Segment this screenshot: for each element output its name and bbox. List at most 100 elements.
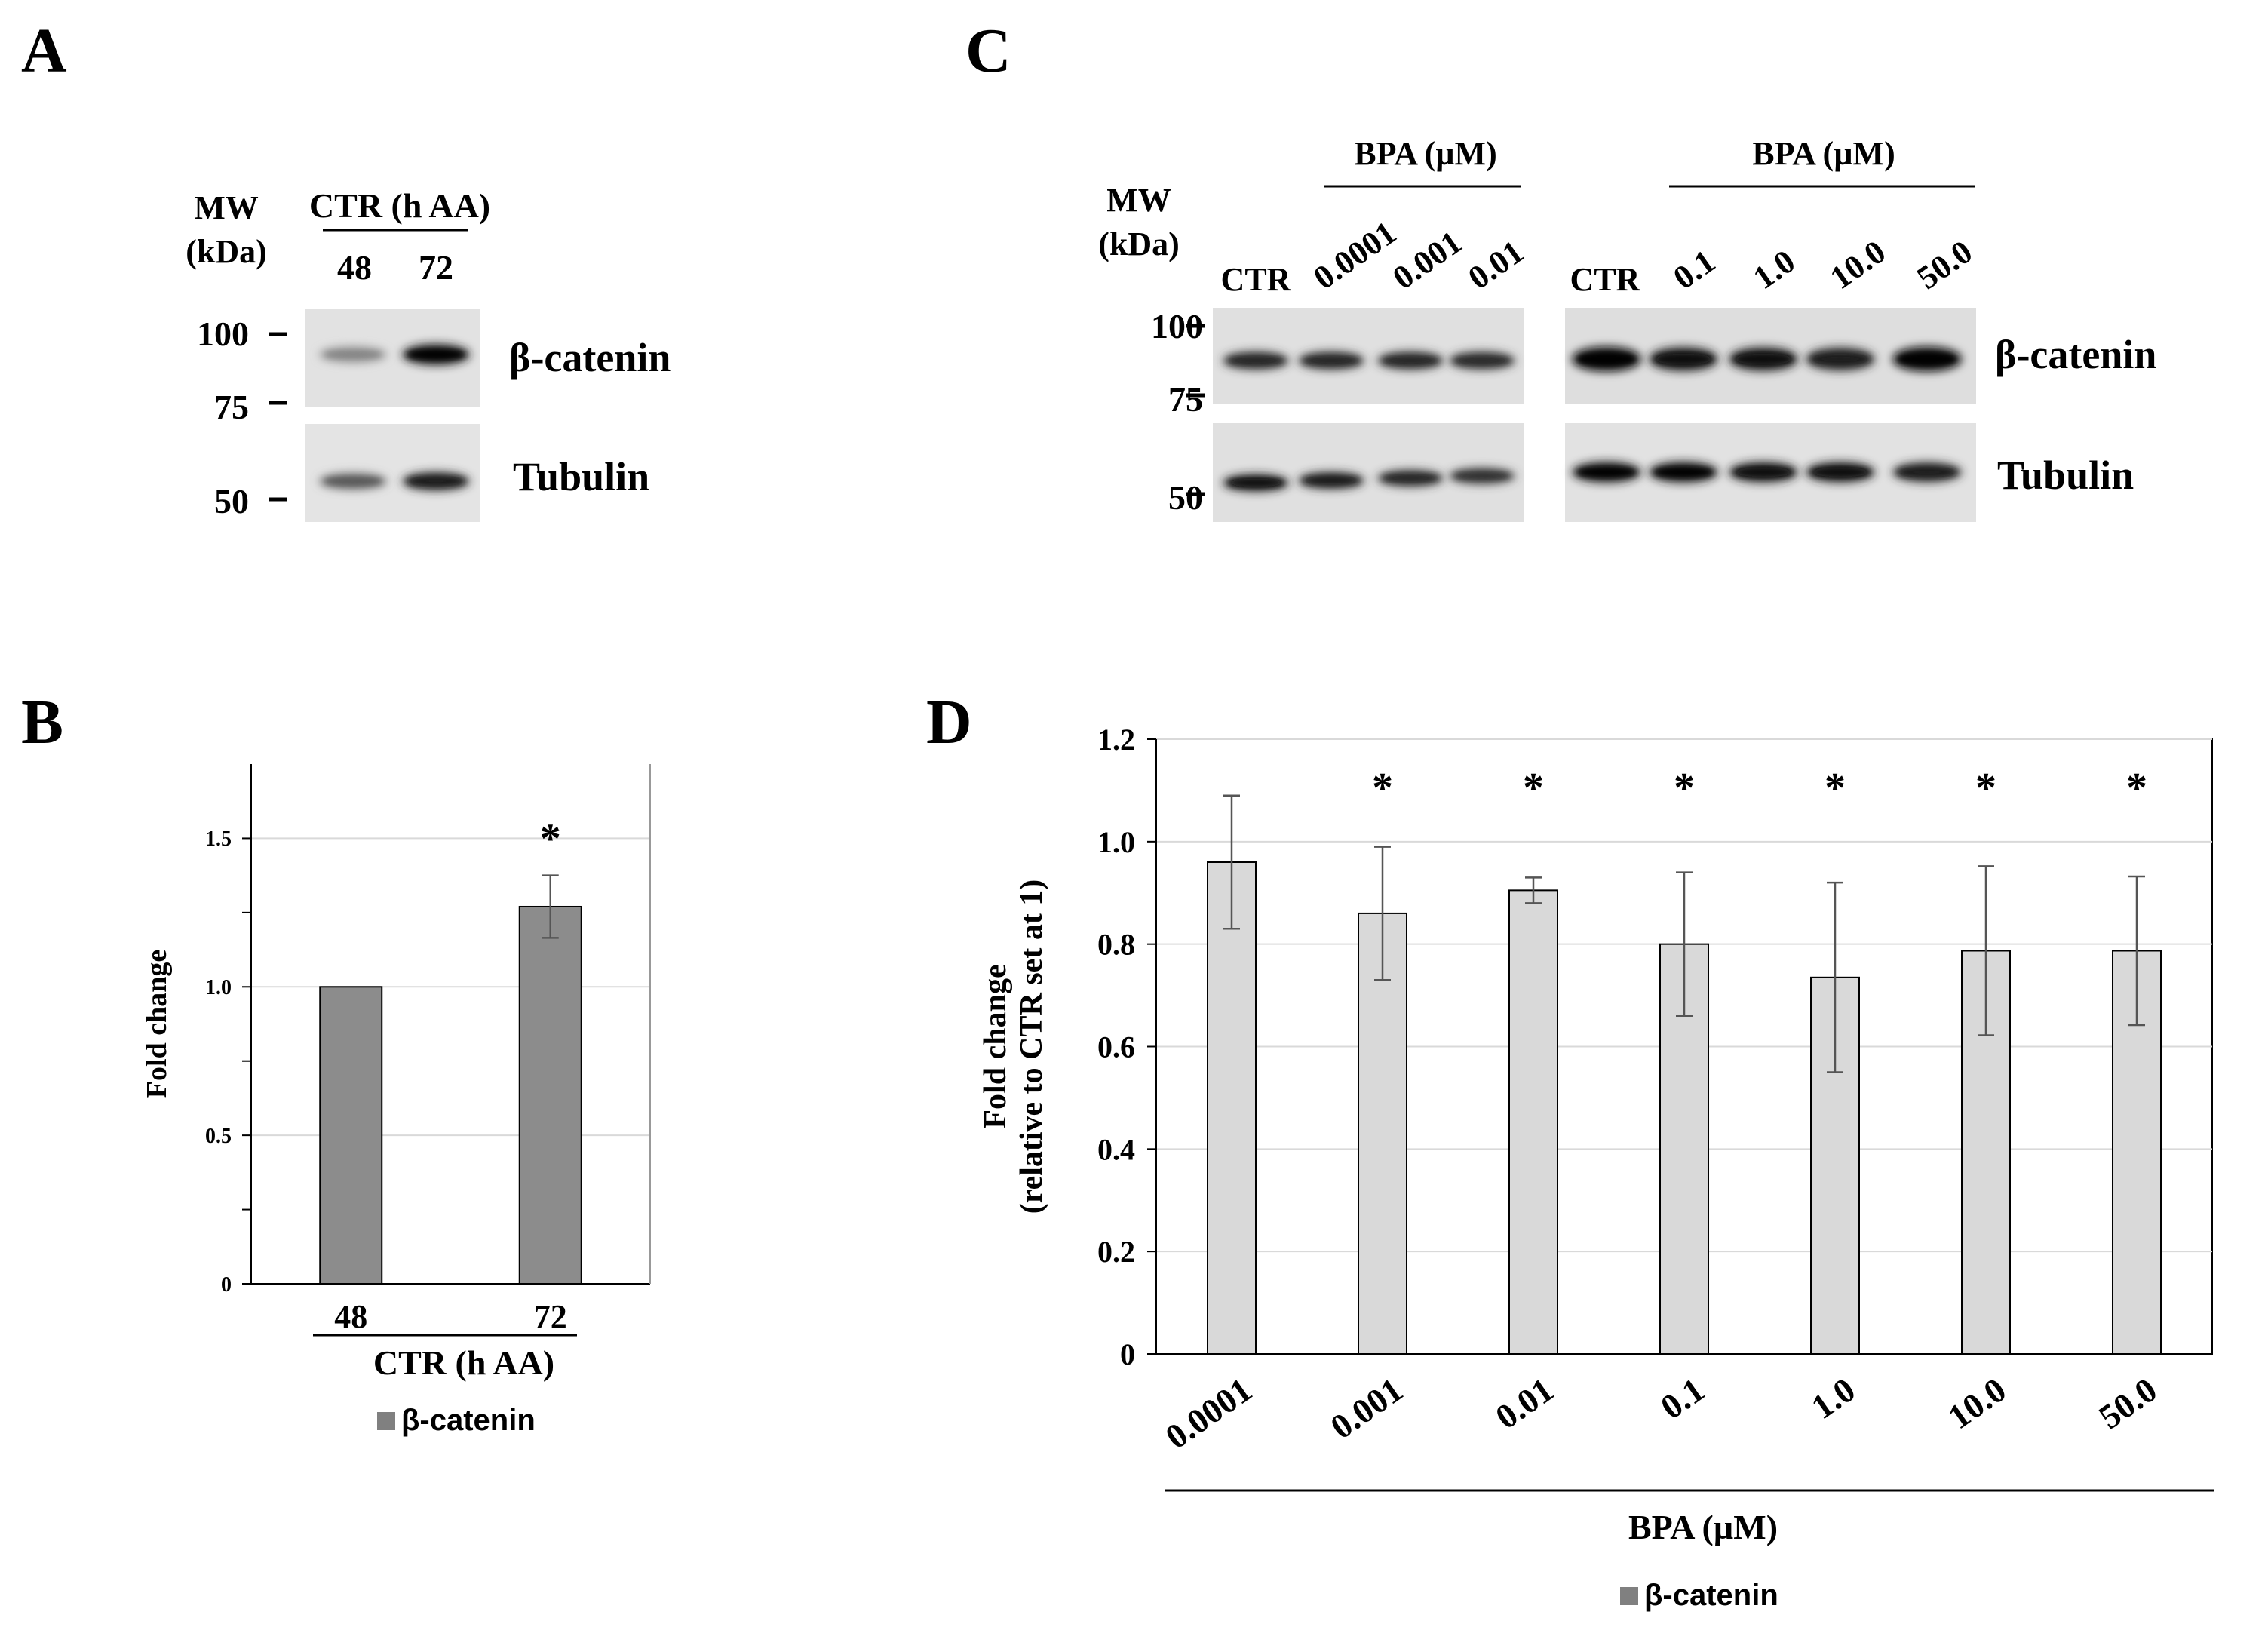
x-tick-label: 1.0 xyxy=(1804,1370,1861,1426)
blot-c-tubulin-left xyxy=(1213,423,1524,522)
significance-marker: * xyxy=(540,816,561,863)
x-tick-label: 0.001 xyxy=(1324,1370,1410,1446)
bar xyxy=(1508,889,1558,1355)
western-blot-band-core xyxy=(1811,467,1870,477)
legend-swatch xyxy=(1620,1587,1638,1605)
y-tick-label: 0.4 xyxy=(1097,1132,1135,1166)
group-label-bpa-left: BPA (µM) xyxy=(1354,135,1497,172)
blot-a-beta-catenin xyxy=(305,309,480,407)
y-axis-label: (relative to CTR set at 1) xyxy=(1014,880,1049,1214)
x-group-label: BPA (µM) xyxy=(1628,1508,1778,1546)
x-tick-label: 48 xyxy=(334,1298,367,1335)
x-tick-label: 0.1 xyxy=(1653,1370,1711,1426)
western-blot-band-core xyxy=(1303,476,1359,485)
western-blot-band-core xyxy=(324,351,382,358)
mw-marker-75: 75 xyxy=(214,388,249,426)
lane-label: CTR xyxy=(1570,261,1641,298)
significance-marker: * xyxy=(1674,765,1695,812)
mw-header-line1: MW xyxy=(1106,182,1171,219)
significance-marker: * xyxy=(2126,765,2147,812)
y-tick-label: 1.5 xyxy=(205,827,232,851)
lane-label-48: 48 xyxy=(337,248,372,287)
lane-label-72: 72 xyxy=(419,248,453,287)
y-tick-label: 1.2 xyxy=(1097,723,1135,757)
blot-a-tubulin xyxy=(305,424,480,522)
blot-c-beta-catenin-right xyxy=(1565,308,1976,404)
significance-marker: * xyxy=(1975,765,1996,812)
panel-c: C MW (kDa) BPA (µM) BPA (µM) CTR 0.00010.… xyxy=(965,16,2156,522)
lane-label: 10.0 xyxy=(1824,233,1892,296)
y-axis-label: Fold change xyxy=(978,964,1013,1128)
western-blot-band-core xyxy=(1654,467,1713,477)
lane-label: 0.001 xyxy=(1386,223,1469,296)
legend-label: β-catenin xyxy=(1644,1579,1778,1612)
y-tick-label: 0 xyxy=(1120,1337,1135,1371)
panel-a: A MW (kDa) CTR (h AA) 48 72 100 75 50 β-… xyxy=(21,16,671,522)
western-blot-band-core xyxy=(1228,356,1284,365)
y-tick-label: 0 xyxy=(221,1273,232,1297)
lane-label: 50.0 xyxy=(1910,233,1979,296)
western-blot-band-core xyxy=(1383,474,1438,483)
significance-marker: * xyxy=(1523,765,1544,812)
bar xyxy=(1207,861,1257,1355)
panel-label-c: C xyxy=(965,16,1011,86)
blot-label-tubulin: Tubulin xyxy=(513,454,649,499)
group-label-bpa-right: BPA (µM) xyxy=(1752,135,1895,172)
legend-label: β-catenin xyxy=(401,1404,536,1437)
bar xyxy=(518,905,582,1285)
lane-label: 1.0 xyxy=(1747,243,1802,297)
western-blot-band-core xyxy=(324,477,382,485)
western-blot-band-core xyxy=(1734,353,1793,365)
lane-label: 0.0001 xyxy=(1307,214,1403,297)
western-blot-band-core xyxy=(1303,356,1359,365)
mw-marker-50: 50 xyxy=(214,482,249,520)
y-tick-label: 1.0 xyxy=(205,976,232,999)
western-blot-band-core xyxy=(1228,478,1284,487)
significance-marker: * xyxy=(1825,765,1846,812)
y-tick-label: 0.2 xyxy=(1097,1235,1135,1269)
lane-label: CTR xyxy=(1221,261,1292,298)
western-blot-band-core xyxy=(1734,467,1793,477)
y-tick-label: 0.5 xyxy=(205,1125,232,1148)
western-blot-band-core xyxy=(1577,467,1636,477)
x-tick-label: 10.0 xyxy=(1941,1370,2013,1436)
western-blot-band-core xyxy=(407,349,465,360)
western-blot-band-core xyxy=(1454,472,1510,480)
blot-label-beta-catenin: β-catenin xyxy=(1995,332,2156,377)
mw-header-line1: MW xyxy=(194,189,259,226)
mw-header-line2: (kDa) xyxy=(186,233,267,270)
mw-header-line2: (kDa) xyxy=(1098,226,1180,262)
lane-label: 0.1 xyxy=(1667,243,1722,297)
bar xyxy=(1961,950,2011,1355)
bar xyxy=(1358,912,1407,1355)
x-tick-label: 0.01 xyxy=(1489,1370,1561,1436)
legend-swatch xyxy=(377,1412,395,1430)
mw-marker-50: 50 xyxy=(1168,478,1203,517)
blot-c-tubulin-right xyxy=(1565,423,1976,522)
blot-label-tubulin: Tubulin xyxy=(1997,453,2134,498)
mw-marker-100: 100 xyxy=(197,315,249,353)
x-tick-label: 0.0001 xyxy=(1159,1370,1259,1456)
panel-label-b: B xyxy=(21,687,63,757)
western-blot-band-core xyxy=(1898,467,1956,477)
panel-label-d: D xyxy=(926,687,972,757)
x-tick-label: 72 xyxy=(534,1298,567,1335)
x-tick-label: 50.0 xyxy=(2092,1370,2164,1436)
y-tick-label: 1.0 xyxy=(1097,825,1135,859)
blot-label-beta-catenin: β-catenin xyxy=(509,335,671,380)
mw-marker-75: 75 xyxy=(1168,380,1203,419)
panel-d: D 0 0.2 0.4 0.6 0.8 1.0 1.2 0.0001 * 0.001 * 0.01 * 0… xyxy=(926,687,2214,1612)
panel-label-a: A xyxy=(21,16,67,86)
western-blot-band-core xyxy=(1811,353,1870,365)
y-axis-label: Fold change xyxy=(141,950,173,1098)
western-blot-band-core xyxy=(1383,356,1438,365)
x-group-label: CTR (h AA) xyxy=(373,1343,554,1382)
y-tick-label: 0.6 xyxy=(1097,1030,1135,1064)
western-blot-band-core xyxy=(1898,353,1956,365)
western-blot-band-core xyxy=(1454,356,1510,365)
y-tick-label: 0.8 xyxy=(1097,928,1135,962)
western-blot-band-core xyxy=(407,477,465,486)
bar xyxy=(319,986,383,1285)
